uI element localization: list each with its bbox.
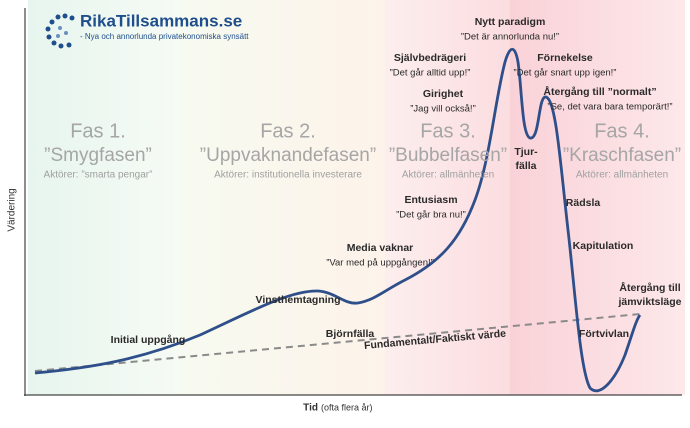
annotation-title: Björnfälla [326, 328, 375, 340]
logo-name: RikaTillsammans.se [80, 11, 242, 30]
phase-title: Fas 1. [70, 120, 126, 142]
annotation-quote: ”Det är annorlunda nu!” [461, 32, 559, 43]
x-axis-label: Tid [303, 403, 318, 414]
phase-title: Fas 4. [594, 120, 650, 142]
x-axis-note: (ofta flera år) [321, 402, 373, 412]
annotation-quote: ”Det går snart upp igen!” [514, 68, 617, 79]
annotation-title: Självbedrägeri [394, 52, 466, 64]
annotation-title: Girighet [423, 88, 464, 100]
annotation-title: jämviktsläge [617, 296, 681, 308]
annotation-quote: ”Jag vill också!” [410, 104, 475, 115]
phase-title: Fas 2. [260, 120, 316, 142]
annotation-title: Rädsla [566, 197, 601, 209]
phase-subtitle: ”Uppvaknandefasen” [200, 145, 376, 166]
phase-subtitle: ”Kraschfasen” [563, 145, 681, 166]
phase-bg [510, 0, 685, 395]
annotation-title: Media vaknar [347, 242, 414, 254]
annotation-title: Initial uppgång [111, 334, 186, 346]
phase-title: Fas 3. [420, 120, 476, 142]
phase-actors: Aktörer: ”smarta pengar” [44, 170, 153, 181]
phase-actors: Aktörer: allmänheten [576, 170, 668, 181]
annotation-title: Kapitulation [573, 240, 634, 252]
annotation-title: Vinsthemtagning [256, 294, 341, 306]
phase-actors: Aktörer: institutionella investerare [214, 170, 362, 181]
annotation-title: Entusiasm [404, 194, 457, 206]
annotation-title: Förnekelse [537, 52, 593, 64]
annotation-quote: ”Se, det vara bara temporärt!” [547, 102, 672, 113]
phase-bg [28, 0, 180, 395]
annotation-title: fälla [515, 160, 536, 172]
phase-subtitle: ”Smygfasen” [44, 145, 152, 166]
annotation-quote: ”Det går alltid upp!” [390, 68, 471, 79]
annotation-title: Återgång till ”normalt” [543, 85, 656, 98]
annotation-title: Förtvivlan [579, 328, 629, 340]
phase-actors: Aktörer: allmänheten [402, 170, 494, 181]
logo [45, 13, 75, 49]
annotation-quote: ”Det går bra nu!” [396, 210, 466, 221]
market-curve [34, 47, 642, 393]
phase-subtitle: ”Bubbelfasen” [389, 145, 507, 166]
annotation-title: Nytt paradigm [475, 16, 546, 28]
annotation-title: Tjur- [514, 146, 538, 158]
annotation-quote: ”Var med på uppgången!” [326, 258, 434, 269]
fundamental-line [34, 313, 641, 372]
logo-tagline: - Nya och annorlunda privatekonomiska sy… [80, 32, 249, 41]
annotation-title: Återgång till [619, 281, 680, 294]
y-axis-label: Värdering [7, 188, 18, 231]
